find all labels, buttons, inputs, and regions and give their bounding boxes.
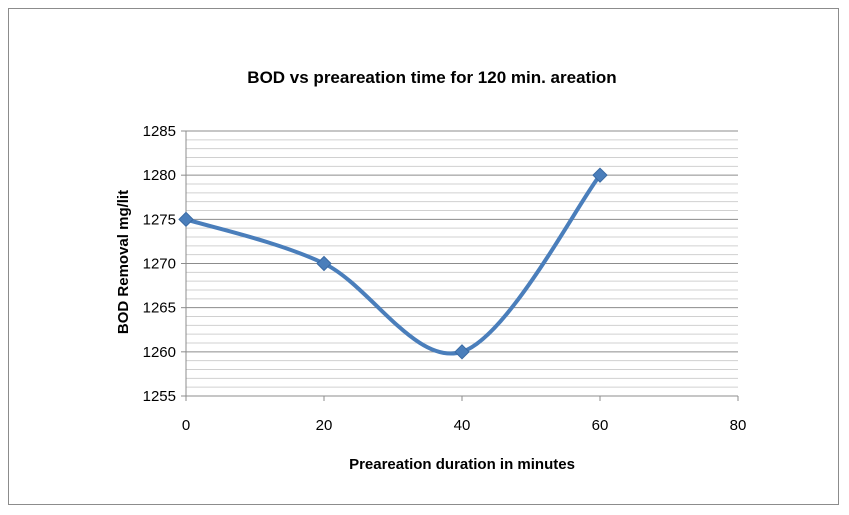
- data-point-marker: [454, 344, 470, 360]
- gridlines: [186, 130, 738, 388]
- chart-frame: [8, 8, 839, 505]
- x-tick-label: 0: [182, 417, 190, 434]
- y-tick-label: 1285: [143, 123, 176, 140]
- x-tick-label: 60: [592, 417, 609, 434]
- y-tick-label: 1280: [143, 167, 176, 184]
- chart-title: BOD vs preareation time for 120 min. are…: [247, 68, 616, 87]
- x-tick-label: 80: [730, 417, 747, 434]
- series-line: [184, 173, 602, 356]
- y-tick-labels: 1255 1260 1265 1270 1275 1280 1285: [143, 123, 186, 405]
- x-axis-title: Preareation duration in minutes: [349, 456, 575, 473]
- data-point-marker: [316, 255, 332, 272]
- series-group: [178, 167, 608, 360]
- y-tick-label: 1275: [143, 211, 176, 228]
- y-tick-label: 1270: [143, 256, 176, 273]
- y-tick-label: 1260: [143, 344, 176, 361]
- data-point-marker: [178, 211, 194, 228]
- y-tick-label: 1265: [143, 300, 176, 317]
- data-point-marker: [592, 167, 608, 183]
- y-tick-label: 1255: [143, 388, 176, 405]
- x-tick-labels: 0 20 40 60 80: [182, 396, 747, 434]
- x-tick-label: 20: [316, 417, 333, 434]
- x-tick-label: 40: [454, 417, 471, 434]
- y-axis-title: BOD Removal mg/lit: [115, 190, 132, 334]
